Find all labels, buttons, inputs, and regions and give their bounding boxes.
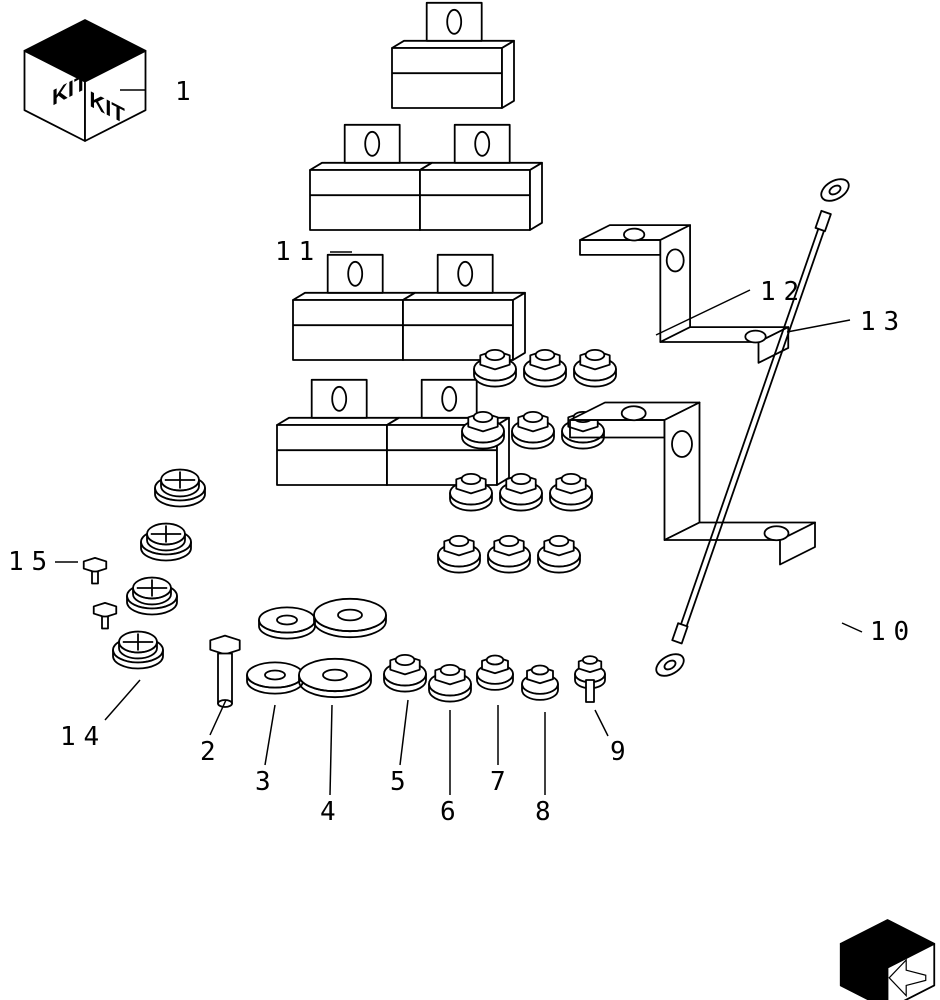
parts-diagram: KITKIT111121315101423456789 — [0, 0, 940, 1000]
callout-label: 9 — [610, 737, 633, 767]
callout-label: 5 — [390, 767, 413, 797]
callout-label: 4 — [320, 797, 343, 827]
callout-label: 2 — [200, 737, 223, 767]
callout-label: 15 — [8, 547, 55, 577]
callout-label: 8 — [535, 797, 558, 827]
callout-label: 10 — [870, 617, 917, 647]
callout-label: 3 — [255, 767, 278, 797]
callout-label: 13 — [860, 307, 907, 337]
callout-label: 7 — [490, 767, 513, 797]
callout-label: 6 — [440, 797, 463, 827]
callout-label: 14 — [60, 722, 107, 752]
callout-label: 1 — [175, 77, 198, 107]
callout-label: 11 — [275, 237, 322, 267]
callout-label: 12 — [760, 277, 807, 307]
